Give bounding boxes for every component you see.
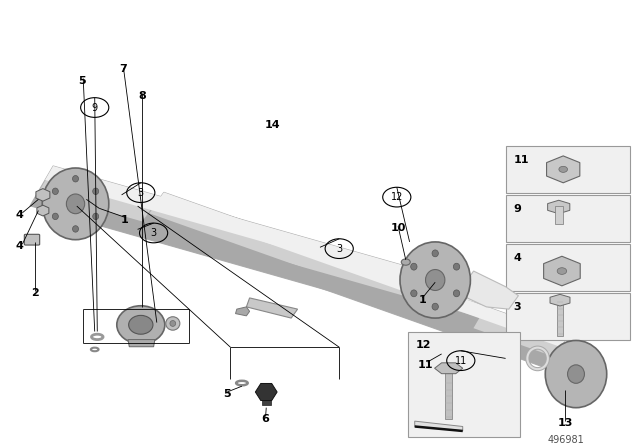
Text: 12: 12: [390, 192, 403, 202]
Ellipse shape: [453, 290, 460, 297]
Polygon shape: [255, 383, 277, 401]
Polygon shape: [236, 307, 250, 316]
Text: 11: 11: [418, 360, 433, 370]
Ellipse shape: [559, 166, 568, 172]
Text: 9: 9: [513, 204, 521, 214]
Text: 8: 8: [138, 91, 146, 101]
Ellipse shape: [166, 317, 180, 330]
Text: 3: 3: [336, 244, 342, 254]
Text: 4: 4: [15, 210, 23, 220]
Text: 11: 11: [454, 356, 467, 366]
Polygon shape: [156, 192, 568, 347]
Ellipse shape: [557, 268, 566, 274]
Text: 4: 4: [15, 241, 23, 251]
Text: 7: 7: [120, 65, 127, 74]
Text: 12: 12: [415, 340, 431, 350]
Polygon shape: [435, 363, 463, 374]
Polygon shape: [550, 294, 570, 306]
Polygon shape: [141, 192, 568, 368]
Text: 3: 3: [138, 188, 144, 198]
Ellipse shape: [42, 168, 109, 240]
Ellipse shape: [170, 321, 175, 326]
Bar: [506, 146, 630, 193]
Text: 14: 14: [264, 121, 280, 130]
Polygon shape: [45, 166, 495, 306]
Text: 9: 9: [92, 103, 98, 112]
Ellipse shape: [52, 213, 58, 220]
Ellipse shape: [432, 250, 438, 257]
Bar: [555, 206, 563, 224]
Bar: [445, 370, 452, 419]
Text: 3: 3: [150, 228, 157, 238]
Ellipse shape: [400, 242, 470, 318]
Polygon shape: [30, 192, 480, 331]
Ellipse shape: [117, 306, 165, 344]
Ellipse shape: [93, 188, 99, 194]
Text: 5: 5: [78, 76, 86, 86]
Ellipse shape: [93, 213, 99, 220]
Text: 496981: 496981: [548, 435, 585, 445]
Ellipse shape: [411, 263, 417, 270]
Ellipse shape: [453, 263, 460, 270]
Bar: [506, 293, 630, 340]
Bar: [506, 244, 630, 291]
Text: 1: 1: [121, 215, 129, 224]
Polygon shape: [548, 200, 570, 214]
Polygon shape: [141, 213, 554, 368]
Ellipse shape: [67, 194, 84, 214]
Text: 10: 10: [390, 224, 406, 233]
Ellipse shape: [401, 259, 410, 265]
Text: 6: 6: [262, 414, 269, 424]
Polygon shape: [128, 340, 155, 347]
Ellipse shape: [129, 315, 153, 334]
Polygon shape: [30, 166, 495, 331]
Text: 11: 11: [513, 155, 529, 164]
Bar: [506, 195, 630, 242]
Polygon shape: [461, 271, 518, 309]
Text: 2: 2: [31, 289, 39, 298]
Text: 13: 13: [557, 418, 573, 428]
Ellipse shape: [432, 303, 438, 310]
Polygon shape: [36, 189, 50, 201]
Polygon shape: [415, 421, 463, 431]
Ellipse shape: [411, 290, 417, 297]
Bar: [408, 332, 520, 437]
Polygon shape: [37, 205, 49, 216]
Ellipse shape: [52, 188, 58, 194]
Ellipse shape: [568, 365, 584, 383]
Ellipse shape: [545, 340, 607, 408]
Text: 1: 1: [419, 295, 426, 305]
Ellipse shape: [426, 270, 445, 290]
Bar: [557, 300, 563, 336]
Bar: [262, 392, 271, 405]
Polygon shape: [547, 156, 580, 183]
Text: 5: 5: [223, 389, 231, 399]
Polygon shape: [543, 256, 580, 286]
Polygon shape: [246, 298, 298, 318]
Text: 4: 4: [513, 253, 521, 263]
Text: 3: 3: [513, 302, 521, 312]
Ellipse shape: [72, 226, 79, 232]
FancyBboxPatch shape: [24, 234, 40, 245]
Ellipse shape: [72, 176, 79, 182]
